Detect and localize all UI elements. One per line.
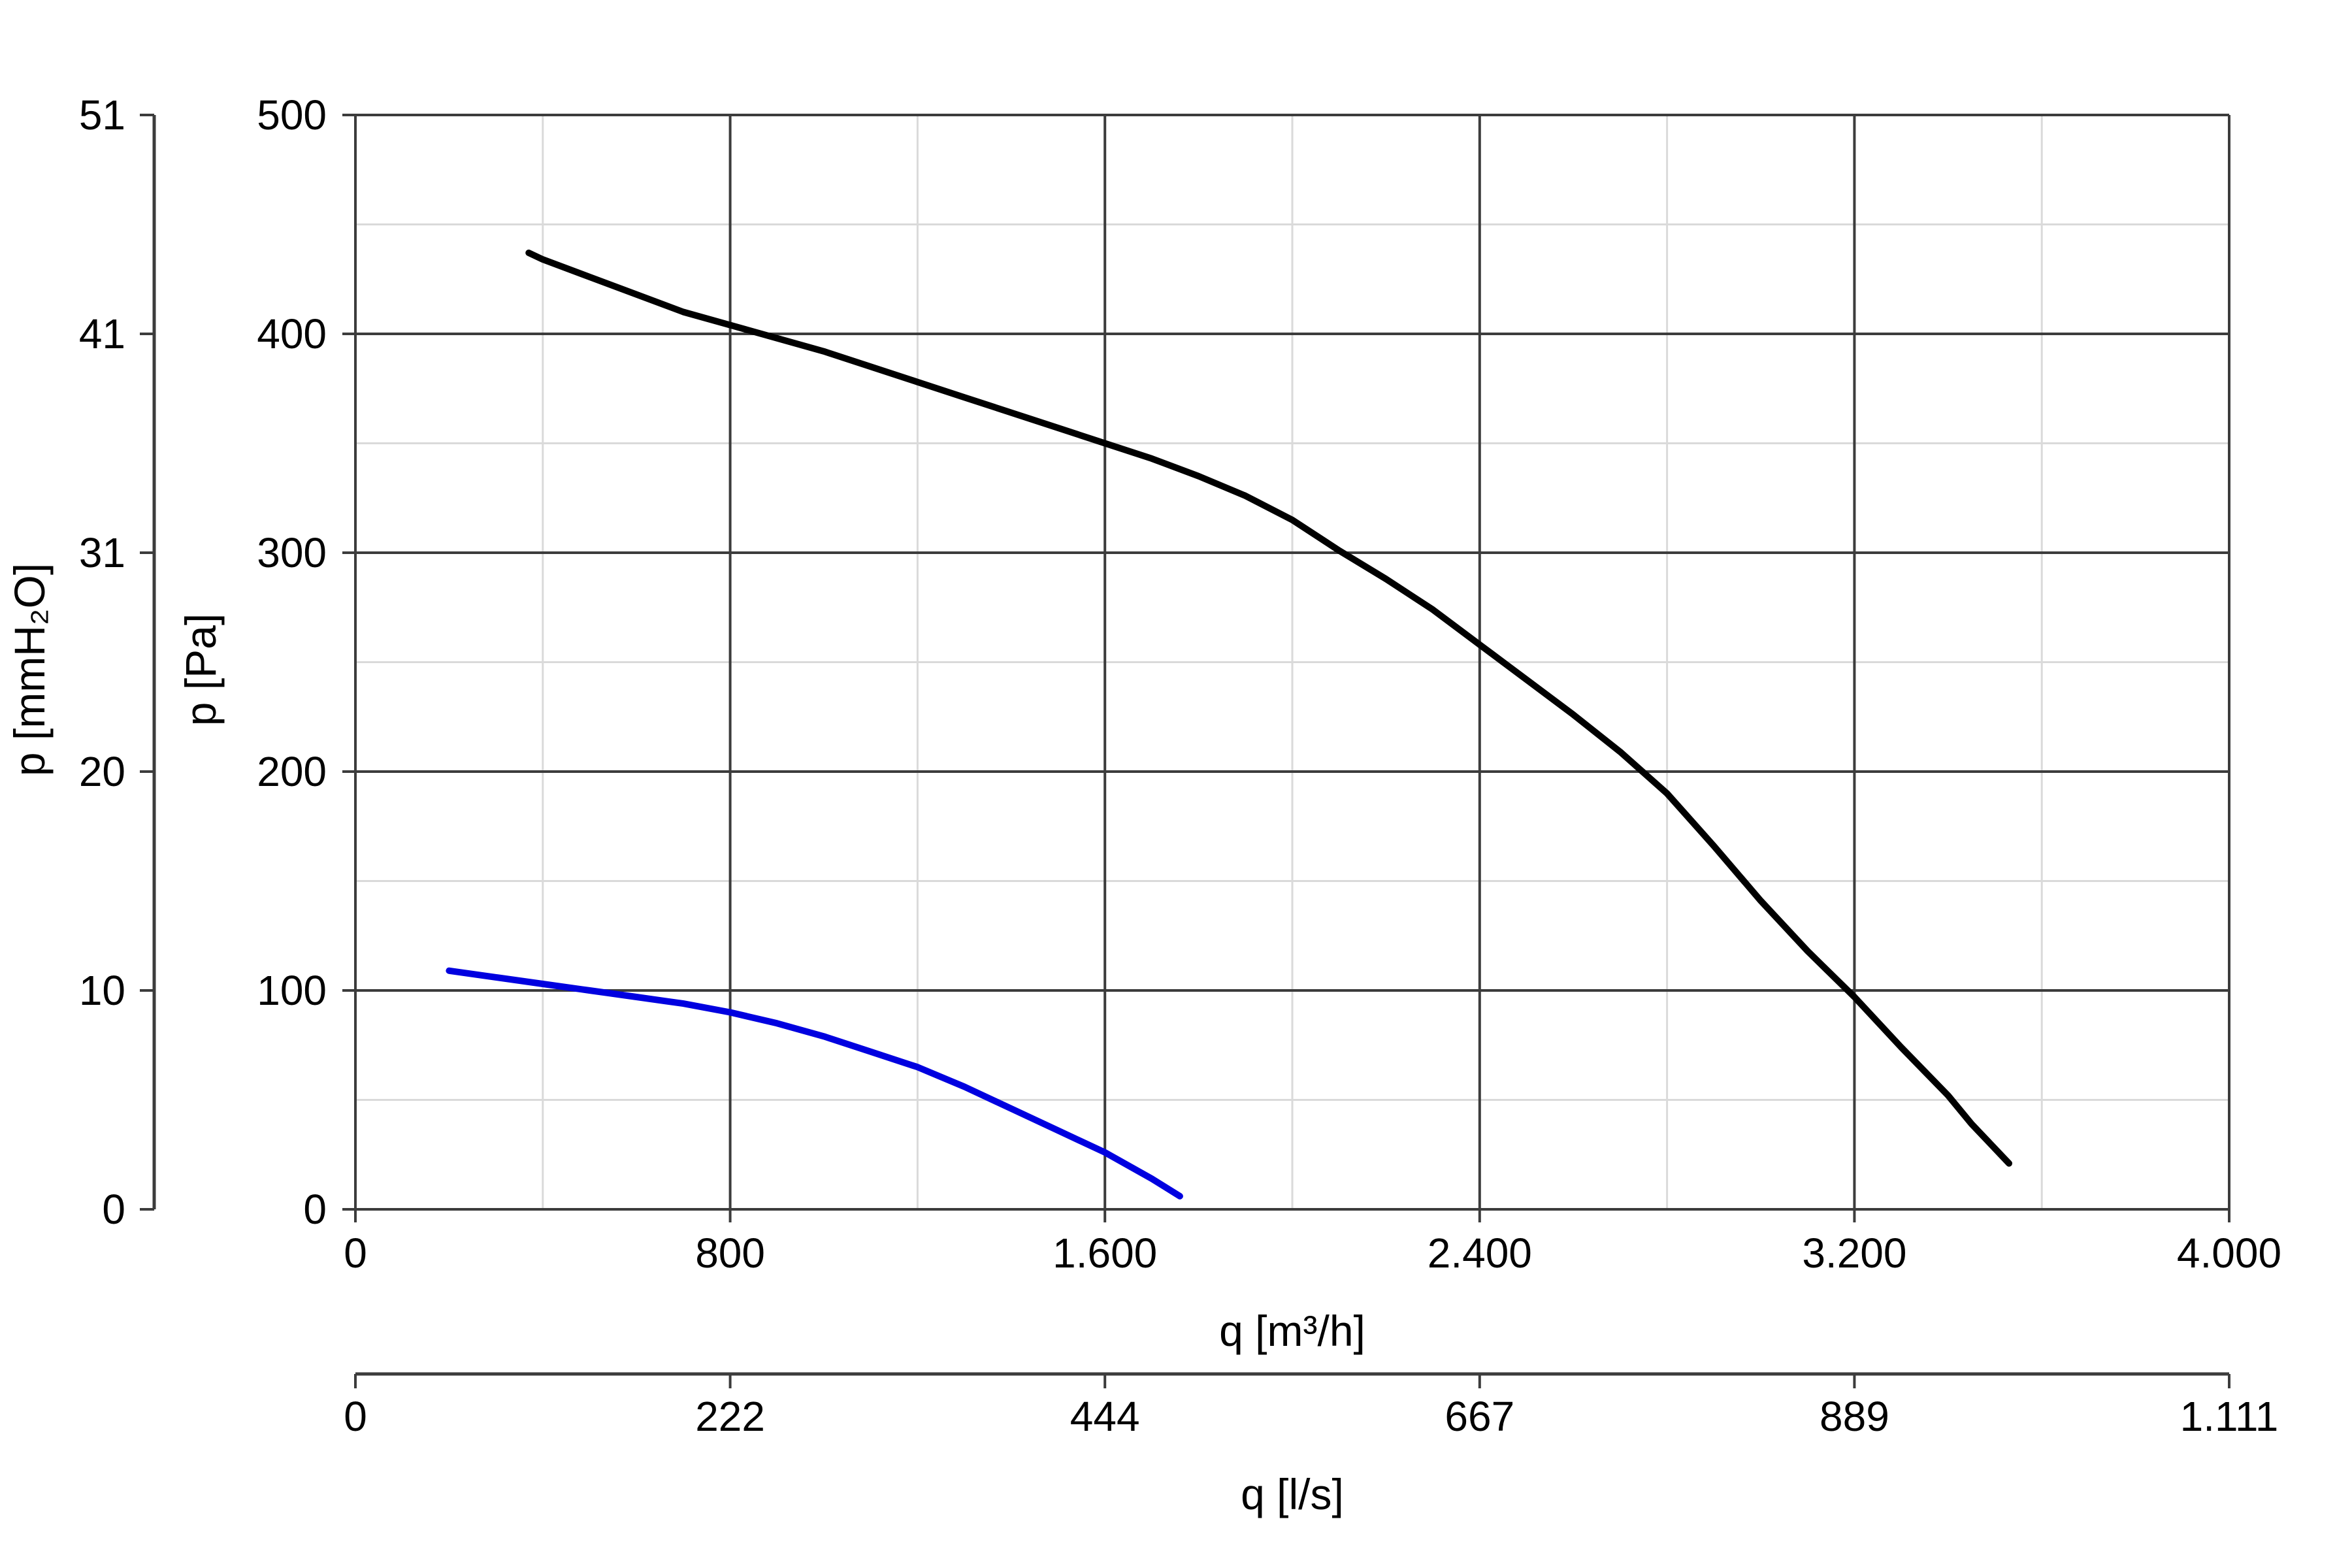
series-layer [446,250,2012,1200]
axes [140,114,2230,1388]
x-secondary-tick-label: 667 [1445,1393,1514,1440]
axis-titles: q [m³/h] q [l/s] p [Pa] p [mmH₂O] [5,563,1365,1518]
y-secondary-tick-label: 20 [79,748,125,795]
y-primary-tick-label: 200 [257,748,327,795]
minor-gridlines [355,115,2229,1209]
y-primary-tick-label: 100 [257,967,327,1014]
x-primary-tick-label: 2.400 [1428,1230,1532,1277]
y-primary-tick-label: 300 [257,529,327,576]
y-secondary-tick-label: 51 [79,91,125,139]
y-secondary-tick-label: 0 [102,1186,125,1233]
y-primary-axis-title: p [Pa] [176,613,225,726]
major-gridlines [354,114,2230,1211]
x-secondary-tick-label: 222 [695,1393,765,1440]
y-secondary-tick-label: 31 [79,529,125,576]
x-primary-tick-label: 4.000 [2177,1230,2281,1277]
x-secondary-tick-label: 1.111 [2180,1393,2279,1440]
tick-labels: 0 800 1.600 2.400 3.200 4.000 0 222 444 667 889 1.1… [79,91,2281,1440]
x-primary-tick-label: 800 [695,1230,765,1277]
y-secondary-tick-label: 10 [79,967,125,1014]
y-primary-tick-label: 400 [257,310,327,357]
x-primary-axis-title: q [m³/h] [1219,1307,1365,1355]
y-primary-tick-label: 500 [257,91,327,139]
x-primary-tick-label: 1.600 [1053,1230,1157,1277]
y-secondary-axis-title: p [mmH₂O] [5,563,54,776]
x-secondary-tick-label: 0 [344,1393,367,1440]
y-secondary-tick-label: 41 [79,310,125,357]
x-primary-tick-label: 3.200 [1802,1230,1906,1277]
x-secondary-tick-label: 444 [1070,1393,1140,1440]
series-line-2 [446,967,1183,1200]
x-secondary-axis-title: q [l/s] [1241,1470,1344,1518]
series-line-1 [525,250,2012,1167]
y-primary-tick-label: 0 [303,1186,327,1233]
x-primary-tick-label: 0 [344,1230,367,1277]
x-secondary-tick-label: 889 [1820,1393,1889,1440]
